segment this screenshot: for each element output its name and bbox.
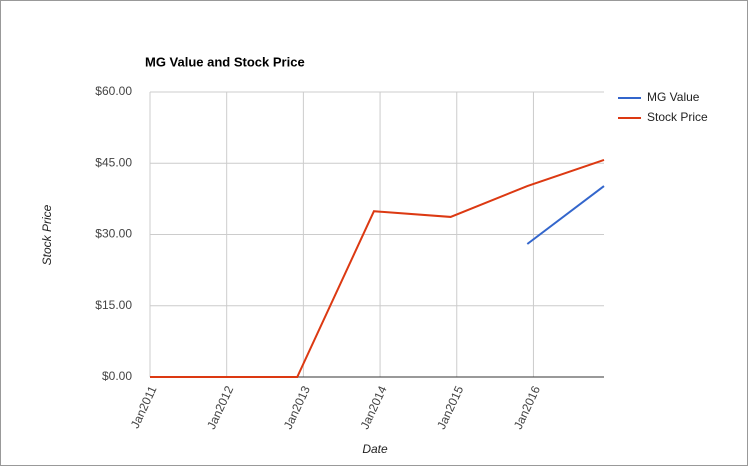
series-line — [150, 158, 605, 378]
y-tick-label: $30.00 — [95, 227, 132, 241]
y-tick-label: $0.00 — [102, 369, 132, 383]
legend-label: MG Value — [647, 90, 700, 104]
x-axis-label: Date — [362, 442, 388, 456]
legend-label: Stock Price — [647, 110, 708, 124]
y-tick-label: $15.00 — [95, 298, 132, 312]
series-line — [526, 185, 605, 245]
y-tick-label: $60.00 — [95, 84, 132, 98]
y-axis-label: Stock Price — [40, 204, 54, 265]
y-tick-label: $45.00 — [95, 155, 132, 169]
chart-title: MG Value and Stock Price — [145, 54, 305, 69]
